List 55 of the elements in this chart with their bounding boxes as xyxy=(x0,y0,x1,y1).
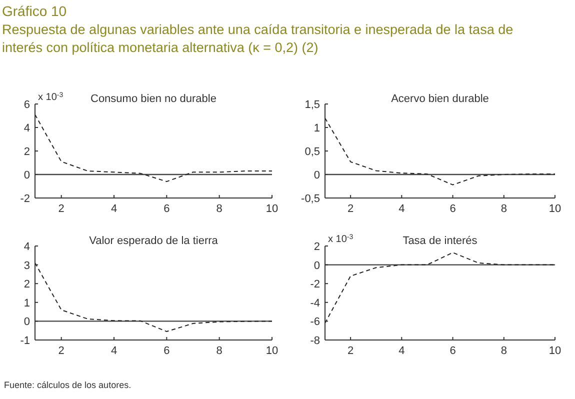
x-tick-label: 2 xyxy=(347,203,354,215)
x-tick-label: 8 xyxy=(216,345,222,357)
line-series xyxy=(34,114,272,182)
x-tick-label: 6 xyxy=(450,345,456,357)
x-tick-label: 4 xyxy=(398,345,405,357)
line-series xyxy=(34,262,272,332)
x-tick-label: 6 xyxy=(164,345,170,357)
y-tick-label: -2 xyxy=(310,278,320,291)
y-tick-label: 0 xyxy=(314,170,320,182)
y-tick-label: 4 xyxy=(24,122,30,134)
y-tick-label: 1 xyxy=(24,297,30,310)
y-tick-label: -4 xyxy=(310,297,320,310)
chart-title: Valor esperado de la tierra xyxy=(89,235,219,247)
y-tick-label: 0 xyxy=(24,170,30,182)
y-tick-label: 0,5 xyxy=(304,146,320,158)
x-tick-label: 4 xyxy=(398,203,405,215)
y-tick-label: 6 xyxy=(24,99,30,111)
y-tick-label: -2 xyxy=(20,193,30,205)
y-tick-label: 1 xyxy=(314,122,320,134)
y-tick-label: -1 xyxy=(20,335,30,347)
x-tick-label: 10 xyxy=(266,345,278,357)
x-tick-label: 10 xyxy=(266,203,278,215)
x-tick-label: 10 xyxy=(548,203,562,215)
x-tick-label: 4 xyxy=(110,345,118,357)
x-tick-label: 6 xyxy=(164,203,170,215)
text: Respuesta de algunas variables ante una caída transitoria e inesperada de la tasa de interés con política monetaria alternativa (κ = 0,2) (2) xyxy=(2,22,514,55)
y-tick-label: 2 xyxy=(24,278,30,291)
y-axis-title: x 10$^{-3}$ xyxy=(328,234,354,245)
x-tick-label: 8 xyxy=(216,203,222,215)
y-tick-label: 0 xyxy=(24,316,30,328)
y-tick-label: -8 xyxy=(310,335,320,347)
source-note: Fuente: cálculos de los autores. xyxy=(4,380,132,390)
y-tick-label: 0 xyxy=(314,260,320,272)
x-tick-label: 8 xyxy=(500,203,507,215)
line-series xyxy=(324,252,556,324)
y-tick-label: 2 xyxy=(24,146,30,158)
x-tick-label: 2 xyxy=(58,203,64,215)
y-axis-title: x 10$^{-3}$ xyxy=(38,92,64,103)
chart-title: Acervo bien durable xyxy=(391,93,489,105)
x-tick-label: 2 xyxy=(58,345,64,357)
y-tick-label: 3 xyxy=(24,260,30,272)
y-tick-label: 1,5 xyxy=(304,99,320,111)
y-tick-label: -6 xyxy=(310,316,320,328)
x-tick-label: 8 xyxy=(500,345,507,357)
y-tick-label: 2 xyxy=(314,241,320,253)
chart-title: Consumo bien no durable xyxy=(90,93,216,105)
x-tick-label: 2 xyxy=(347,345,354,357)
x-tick-label: 4 xyxy=(110,203,118,215)
text: Gráfico 10 xyxy=(2,3,67,19)
line-series xyxy=(324,118,556,186)
x-tick-label: 10 xyxy=(548,345,562,357)
x-tick-label: 6 xyxy=(450,203,456,215)
chart-title: Tasa de interés xyxy=(402,235,478,247)
y-tick-label: 4 xyxy=(24,241,30,253)
y-tick-label: -0,5 xyxy=(301,193,320,205)
